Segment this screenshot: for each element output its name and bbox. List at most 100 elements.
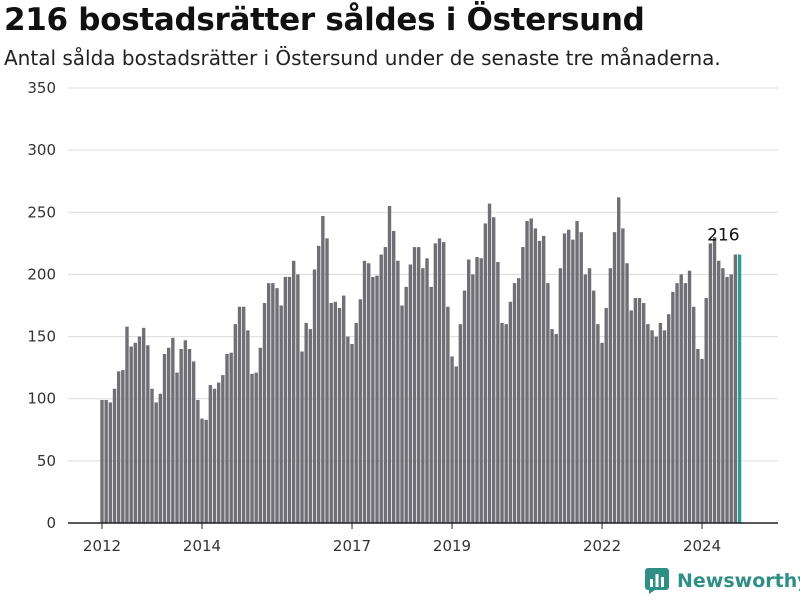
bar [171, 337, 175, 523]
chart-title: 216 bostadsrätter såldes i Östersund [4, 2, 645, 38]
bar [291, 260, 296, 523]
bar [129, 346, 133, 523]
chart-subtitle: Antal sålda bostadsrätter i Östersund un… [4, 46, 721, 70]
bar [462, 290, 467, 523]
bar-chart-logo-icon [645, 568, 669, 594]
bar [112, 388, 117, 523]
bar [537, 240, 542, 523]
bar [283, 276, 288, 523]
bar [204, 419, 208, 523]
bar [546, 283, 550, 523]
bar [287, 276, 292, 523]
bar [700, 358, 704, 523]
y-tick-label: 350 [27, 79, 56, 97]
bar [271, 283, 275, 523]
bar [467, 259, 471, 523]
bar [137, 336, 142, 523]
bar [625, 263, 629, 523]
bar [391, 230, 396, 523]
bar [396, 260, 400, 523]
bar [421, 268, 425, 523]
bar [492, 217, 496, 523]
bar [400, 305, 404, 523]
bar [504, 324, 508, 523]
x-tick-label: 2024 [683, 537, 721, 555]
y-tick-label: 0 [46, 514, 56, 532]
bar [362, 260, 367, 523]
bar [387, 206, 392, 523]
bar [279, 305, 283, 523]
bar [687, 270, 692, 523]
bar [517, 278, 521, 523]
bar [383, 247, 388, 523]
bar [712, 237, 717, 523]
bar [437, 238, 442, 523]
bar [637, 298, 642, 523]
x-tick-label: 2012 [83, 537, 121, 555]
bar [191, 361, 196, 523]
bar [408, 264, 413, 523]
bar [200, 418, 204, 523]
bar [375, 275, 379, 523]
bar [612, 232, 617, 524]
bar [425, 258, 429, 523]
bar [371, 276, 375, 523]
bar [225, 353, 229, 523]
bar [500, 322, 504, 523]
bar [187, 349, 192, 523]
bar [542, 235, 546, 523]
bar [579, 232, 583, 524]
bar [266, 283, 271, 523]
bar [604, 307, 608, 523]
brand-logo: Newsworthy [645, 568, 800, 594]
bar [696, 349, 700, 523]
x-tick-label: 2022 [583, 537, 621, 555]
bar [458, 324, 463, 523]
bar [533, 228, 538, 523]
bar [158, 393, 163, 523]
bar [521, 247, 525, 523]
bar [179, 349, 183, 523]
bar [600, 342, 604, 523]
bar [642, 303, 646, 523]
bar [221, 375, 225, 523]
bar [166, 347, 171, 523]
bar [337, 307, 342, 523]
bar [354, 322, 358, 523]
bar [571, 239, 575, 523]
bar [733, 254, 738, 524]
bar [617, 197, 621, 523]
bar [216, 382, 221, 523]
bar [250, 373, 254, 523]
y-tick-label: 250 [27, 203, 56, 221]
y-tick-label: 150 [27, 328, 56, 346]
bar [508, 301, 513, 523]
y-axis-ticks: 0 50 100 150 200 250 300 350 [27, 79, 56, 532]
bar [141, 327, 146, 523]
bar [558, 268, 563, 523]
bar [621, 228, 625, 523]
bar [675, 283, 679, 523]
bar [296, 274, 300, 523]
x-tick-label: 2017 [333, 537, 371, 555]
brand-name: Newsworthy [677, 570, 800, 592]
bar [475, 257, 479, 523]
bar [121, 370, 125, 523]
bar [175, 372, 179, 523]
bar [183, 340, 188, 523]
bar [329, 303, 333, 523]
bar [416, 247, 421, 523]
bar [366, 263, 371, 523]
last-value-label: 216 [707, 226, 739, 246]
bar [429, 286, 433, 523]
bar [321, 216, 325, 523]
bar [233, 324, 238, 523]
bar [662, 330, 667, 523]
bar [379, 254, 383, 524]
bar [300, 351, 304, 523]
bar [717, 260, 721, 523]
bar [721, 268, 725, 523]
bar [529, 218, 533, 523]
bar [575, 220, 579, 524]
